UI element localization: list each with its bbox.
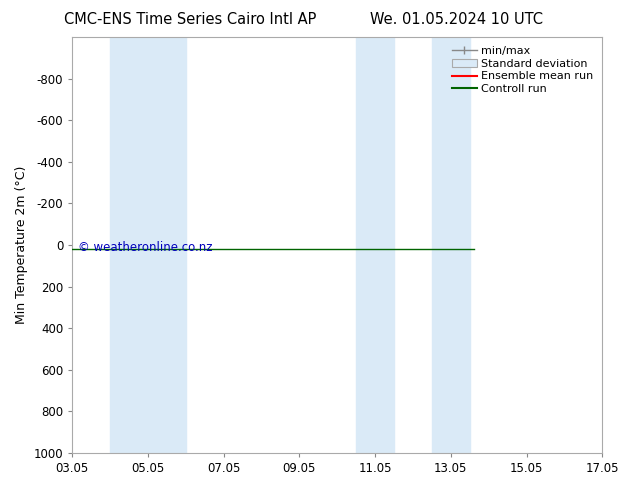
Bar [356,37,394,453]
Bar [148,37,186,453]
Text: We. 01.05.2024 10 UTC: We. 01.05.2024 10 UTC [370,12,543,27]
Y-axis label: Min Temperature 2m (°C): Min Temperature 2m (°C) [15,166,28,324]
Bar [110,37,148,453]
Legend: min/max, Standard deviation, Ensemble mean run, Controll run: min/max, Standard deviation, Ensemble me… [449,43,597,98]
Bar [432,37,470,453]
Text: CMC-ENS Time Series Cairo Intl AP: CMC-ENS Time Series Cairo Intl AP [64,12,316,27]
Text: © weatheronline.co.nz: © weatheronline.co.nz [77,241,212,254]
